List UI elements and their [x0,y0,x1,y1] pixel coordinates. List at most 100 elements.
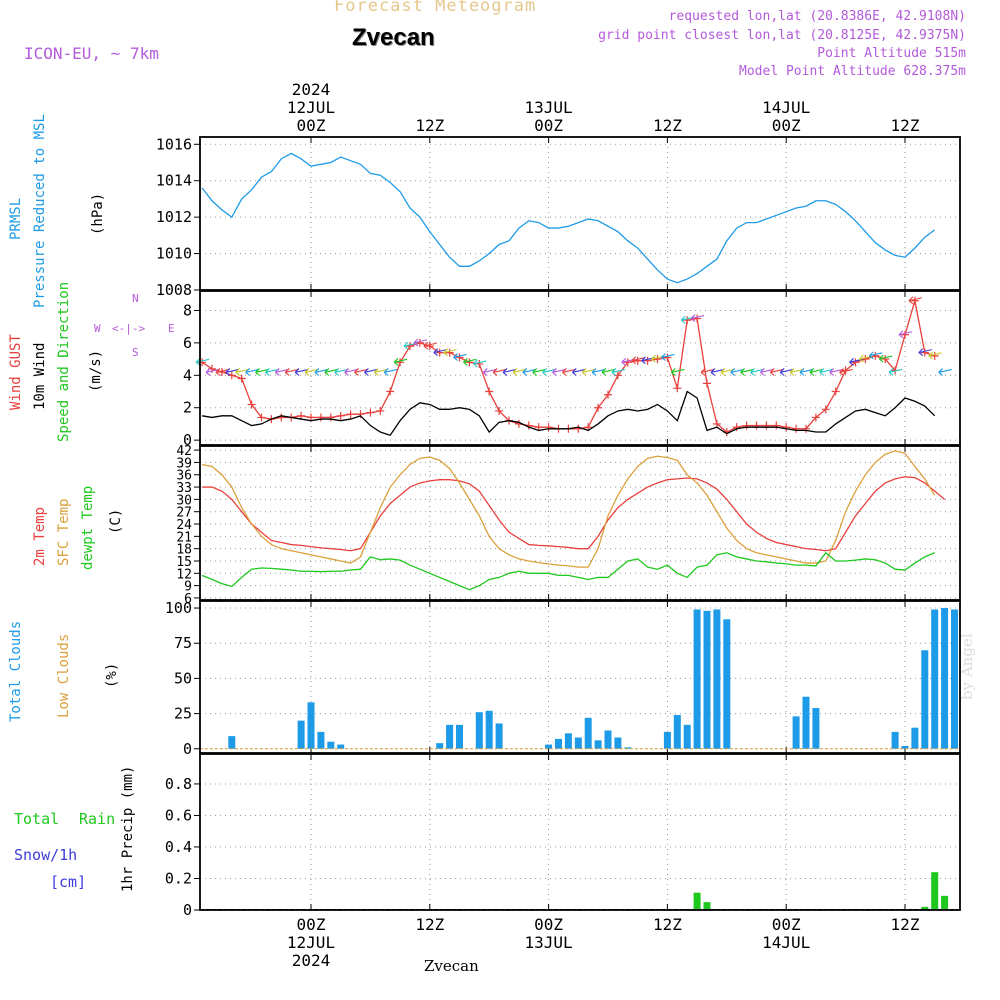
wind-direction-arrow [769,368,784,376]
wind-direction-arrow [809,368,824,376]
top-time-label: 00Z [297,116,326,135]
gust-point [366,408,375,417]
ytick-label: 6 [183,334,192,352]
bar-clouds [327,741,335,749]
bottom-time-label: 13JUL [525,933,573,952]
wind-direction-arrow [255,368,269,376]
ytick-label: 0.2 [165,869,192,887]
gust-point [693,314,702,323]
bottom-time-label: 12JUL [287,933,335,952]
bottom-time-label: 2024 [292,951,331,970]
model-label: ICON-EU, ~ 7km [24,44,159,63]
gust-point [920,348,929,357]
requested-coords: requested lon,lat (20.8386E, 42.9108N) [668,9,966,24]
gust-point [752,421,761,430]
wind-direction-arrow [908,296,923,305]
wind-direction-arrow [839,368,853,376]
top-time-label: 12Z [891,116,920,135]
bar-clouds [456,724,463,749]
gust-point [237,374,246,383]
bar-clouds [713,609,721,749]
wind-direction-arrow [562,368,576,376]
ytick-label: 39 [176,456,192,471]
bar-clouds [485,710,493,749]
product-title: Forecast Meteogram [334,0,537,16]
series-line-pressure [201,152,936,284]
series-line-2m-temp [202,476,946,552]
ytick-label: 0 [183,740,192,758]
gust-point [811,413,820,422]
compass-w: W [94,322,101,335]
series-line-wind-gust [201,300,935,433]
bar-clouds [624,747,632,749]
gust-point [831,387,840,396]
gust-point [653,355,662,364]
gust-point [544,423,553,432]
top-time-label: 14JUL [762,98,810,117]
wind-direction-arrow [364,368,378,376]
bar-precip [921,906,929,910]
wind-direction-arrow [601,368,616,376]
bar-clouds [802,696,810,749]
wind-direction-arrow [215,368,230,376]
bar-clouds [545,744,553,749]
ytick-label: 24 [176,518,192,533]
gust-point [326,413,335,422]
gust-point [703,379,711,388]
top-time-label: 00Z [772,116,801,135]
bar-clouds [564,733,572,749]
series-line-sfc-temp [201,450,936,568]
bar-clouds [921,650,929,749]
wind-direction-arrow [522,368,536,376]
wind-direction-arrow [482,368,497,376]
gust-point [782,423,791,432]
gust-point [821,405,830,414]
ytick-label: 4 [183,366,192,384]
wind-direction-arrow [502,368,517,376]
bar-clouds [317,731,325,749]
panel-frame [199,600,961,754]
gust-point [871,351,880,360]
gust-point [742,421,751,430]
gust-point [772,421,781,430]
ytick-label: 2 [183,399,192,417]
bottom-time-label: 14JUL [762,933,810,952]
wind-direction-arrow [245,368,259,376]
bar-clouds [683,724,691,749]
wind-direction-arrow [274,368,289,376]
gust-point [881,355,890,364]
wind-direction-arrow [265,368,279,376]
bottom-time-label: 00Z [772,915,801,934]
ytick-label: 18 [176,543,192,558]
gust-point [455,353,464,362]
gust-point [435,348,444,357]
gust-point [396,358,405,367]
wind-direction-arrow [898,330,913,339]
precip-snow-label: Snow/1h [14,846,78,864]
panel-precip: 0 0.2 0.4 0.6 0.8 [165,753,961,919]
top-time-label: 12JUL [287,98,335,117]
wind-direction-arrow [512,368,527,376]
ytick-label: 36 [176,469,192,484]
compass: N W <-|-> E S [90,290,180,360]
wind-direction-arrow [661,353,675,361]
wind-direction-arrow [433,348,447,357]
wind-direction-arrow [938,368,952,376]
ytick-label: 12 [176,567,192,582]
wind-direction-arrow [205,368,220,376]
ytick-label: 0 [183,901,192,919]
bar-clouds [911,727,919,749]
wind-direction-arrow [918,348,932,357]
bar-clouds [446,724,454,749]
gust-point [643,356,652,365]
series-line-10m-wind [201,390,936,437]
bar-clouds [901,745,909,749]
wind-direction-arrow [552,368,566,376]
bar-clouds [475,712,483,749]
bar-precip [941,895,949,910]
gust-point [594,403,603,412]
panel-pressure: 1008 1010 1012 1014 1016 [156,135,961,299]
ytick-label: 50 [174,669,192,687]
bar-clouds [495,723,503,749]
wind-direction-arrow [383,368,398,376]
